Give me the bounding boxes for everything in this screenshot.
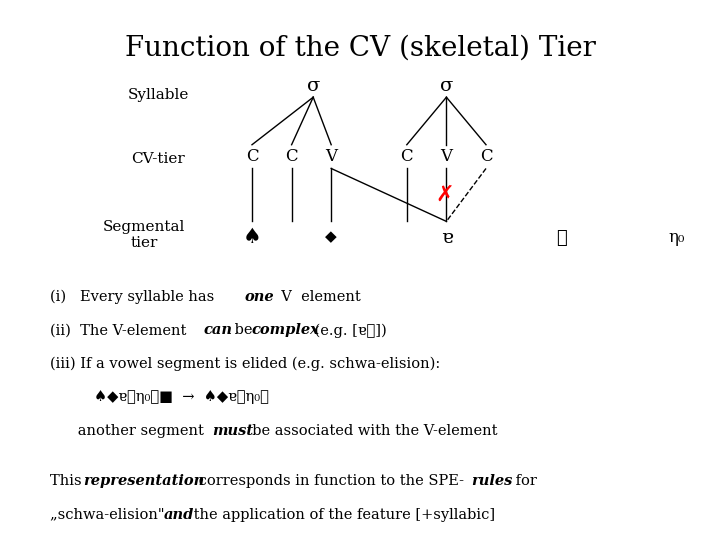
Text: C: C xyxy=(480,148,492,165)
Text: for: for xyxy=(511,474,537,488)
Text: V  element: V element xyxy=(272,290,361,304)
Text: Syllable: Syllable xyxy=(127,87,189,102)
Text: must: must xyxy=(212,424,253,438)
Text: ✗: ✗ xyxy=(436,184,454,205)
Text: rules: rules xyxy=(472,474,513,488)
Text: V: V xyxy=(441,148,452,165)
Text: representation: representation xyxy=(83,474,204,488)
Text: „schwa-elision": „schwa-elision" xyxy=(50,508,169,522)
Text: C: C xyxy=(246,148,258,165)
Text: ☜: ☜ xyxy=(557,228,567,247)
Text: V: V xyxy=(325,148,337,165)
Text: be: be xyxy=(230,323,257,338)
Text: CV-tier: CV-tier xyxy=(132,152,185,166)
Text: η₀: η₀ xyxy=(669,229,685,246)
Text: σ: σ xyxy=(440,77,453,96)
Text: (e.g. [ɐ☜]): (e.g. [ɐ☜]) xyxy=(310,323,387,338)
Text: (i)   Every syllable has: (i) Every syllable has xyxy=(50,290,220,304)
Text: This: This xyxy=(50,474,86,488)
Text: ◆: ◆ xyxy=(325,231,337,245)
Text: corresponds in function to the SPE-: corresponds in function to the SPE- xyxy=(194,474,464,488)
Text: ♠: ♠ xyxy=(243,228,261,247)
Text: the application of the feature [+syllabic]: the application of the feature [+syllabi… xyxy=(189,508,495,522)
Text: Function of the CV (skeletal) Tier: Function of the CV (skeletal) Tier xyxy=(125,35,595,62)
Text: (iii) If a vowel segment is elided (e.g. schwa-elision):: (iii) If a vowel segment is elided (e.g.… xyxy=(50,357,441,371)
Text: complex: complex xyxy=(251,323,319,338)
Text: ♠◆ɐ☜η₀★■  →  ♠◆ɐ☜η₀✗: ♠◆ɐ☜η₀★■ → ♠◆ɐ☜η₀✗ xyxy=(94,390,269,404)
Text: another segment: another segment xyxy=(50,424,209,438)
Text: C: C xyxy=(285,148,298,165)
Text: one: one xyxy=(245,290,274,304)
Text: Segmental
tier: Segmental tier xyxy=(103,220,185,250)
Text: C: C xyxy=(400,148,413,165)
Text: (ii)  The V-element: (ii) The V-element xyxy=(50,323,192,338)
Text: be associated with the V-element: be associated with the V-element xyxy=(243,424,498,438)
Text: σ: σ xyxy=(307,77,320,96)
Text: ɐ: ɐ xyxy=(441,228,452,247)
Text: can: can xyxy=(204,323,233,338)
Text: and: and xyxy=(163,508,194,522)
